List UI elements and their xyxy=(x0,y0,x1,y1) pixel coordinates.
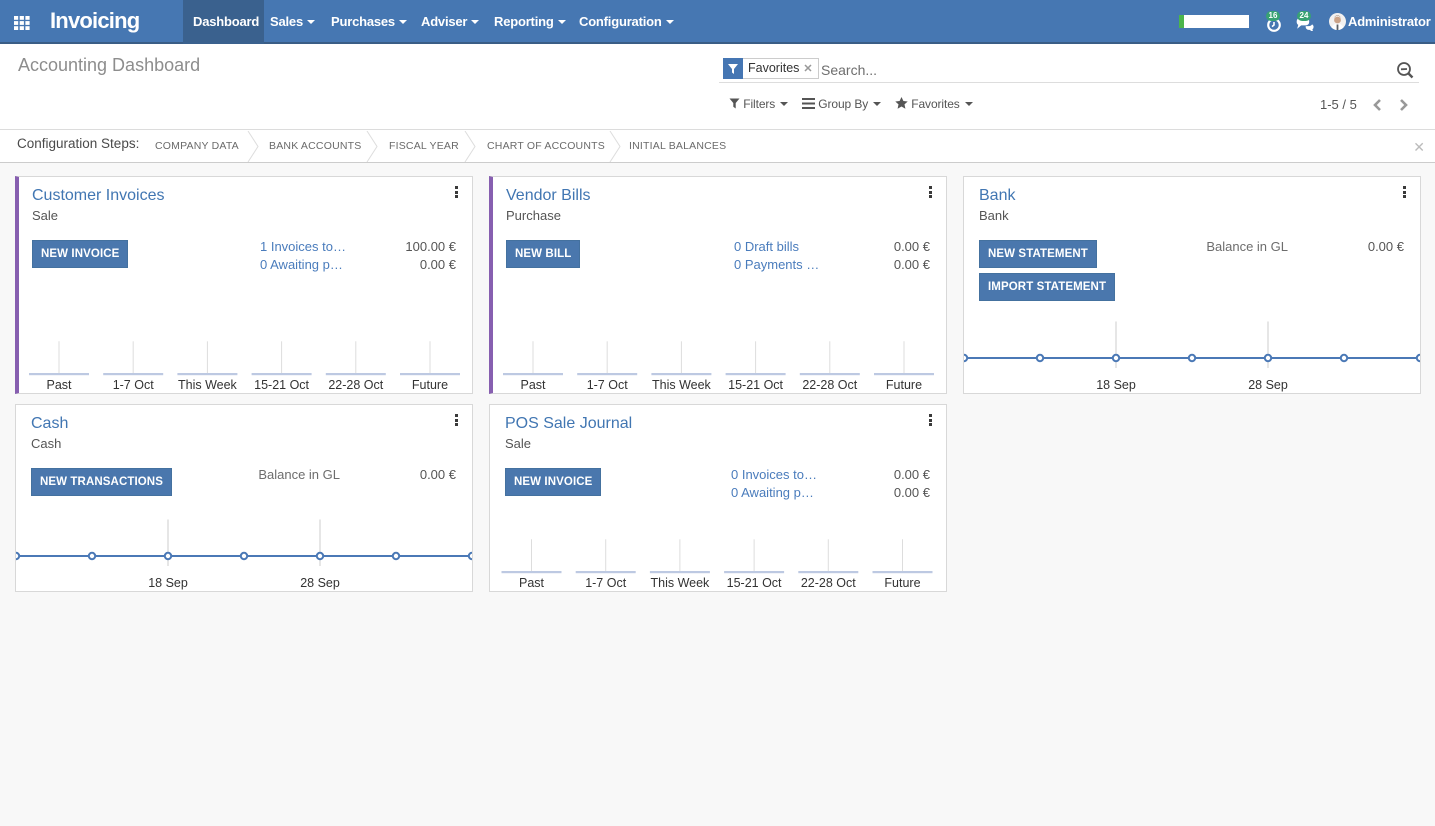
svg-text:Past: Past xyxy=(519,576,545,590)
svg-text:28 Sep: 28 Sep xyxy=(1248,378,1288,392)
svg-text:18 Sep: 18 Sep xyxy=(148,576,188,590)
svg-text:Future: Future xyxy=(886,378,922,392)
svg-text:Future: Future xyxy=(884,576,920,590)
svg-text:1-7 Oct: 1-7 Oct xyxy=(113,378,155,392)
svg-text:1-7 Oct: 1-7 Oct xyxy=(585,576,627,590)
svg-text:This Week: This Week xyxy=(650,576,710,590)
svg-text:15-21 Oct: 15-21 Oct xyxy=(728,378,783,392)
svg-text:22-28 Oct: 22-28 Oct xyxy=(328,378,383,392)
svg-text:Past: Past xyxy=(520,378,546,392)
svg-text:Past: Past xyxy=(46,378,72,392)
svg-text:18 Sep: 18 Sep xyxy=(1096,378,1136,392)
svg-text:1-7 Oct: 1-7 Oct xyxy=(587,378,629,392)
svg-text:22-28 Oct: 22-28 Oct xyxy=(801,576,856,590)
svg-text:Future: Future xyxy=(412,378,448,392)
svg-text:This Week: This Week xyxy=(178,378,238,392)
svg-text:28 Sep: 28 Sep xyxy=(300,576,340,590)
svg-text:15-21 Oct: 15-21 Oct xyxy=(727,576,782,590)
svg-text:22-28 Oct: 22-28 Oct xyxy=(802,378,857,392)
svg-text:This Week: This Week xyxy=(652,378,712,392)
svg-text:15-21 Oct: 15-21 Oct xyxy=(254,378,309,392)
